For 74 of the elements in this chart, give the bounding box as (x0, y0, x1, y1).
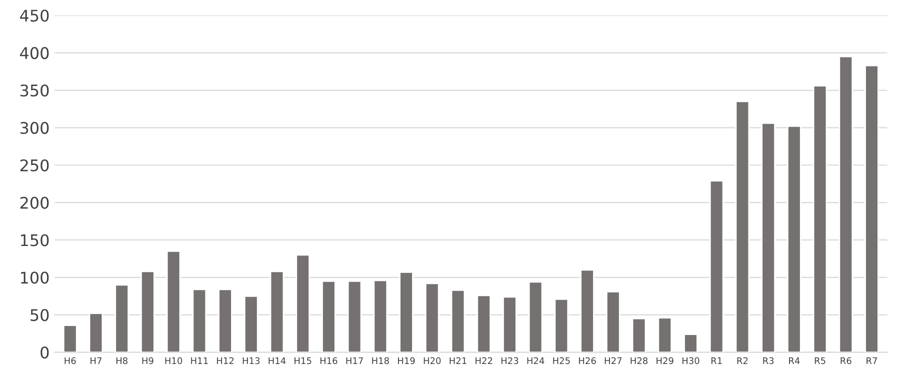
x-tick-label: R3 (763, 357, 774, 364)
x-tick-label: H22 (476, 357, 492, 364)
x-tick-label: H11 (191, 357, 208, 364)
y-tick-label: 50 (30, 309, 49, 322)
bar (244, 295, 258, 352)
bar (761, 122, 776, 352)
x-tick-label: R7 (866, 357, 877, 364)
bar (787, 126, 802, 352)
y-tick-label: 300 (20, 122, 49, 134)
x-tick-label: H18 (372, 357, 389, 364)
y-tick-label: 450 (20, 10, 49, 22)
bar (684, 334, 698, 352)
bar (709, 180, 724, 352)
bar (399, 271, 414, 352)
y-tick-label: 0 (40, 346, 49, 359)
x-tick-label: H6 (64, 357, 76, 364)
x-tick-label: H10 (165, 357, 182, 364)
bar (812, 85, 828, 352)
bar (476, 294, 492, 352)
x-tick-label: H15 (294, 357, 312, 364)
x-tick-label: H21 (450, 357, 466, 364)
x-tick-label: H27 (604, 357, 622, 364)
y-tick-label: 200 (20, 196, 49, 209)
x-tick-label: H20 (424, 357, 441, 364)
y-tick-label: 100 (21, 272, 49, 284)
x-tick-label: H25 (553, 357, 570, 364)
bar (192, 288, 207, 352)
x-tick-label: H29 (656, 357, 674, 364)
x-tick-label: R1 (711, 357, 722, 364)
x-tick-label: H17 (346, 357, 363, 364)
bar (114, 284, 129, 352)
bar (270, 270, 284, 352)
x-tick-label: R6 (840, 357, 852, 364)
x-tick-label: R5 (814, 357, 826, 364)
x-tick-label: H14 (268, 357, 286, 364)
bar (166, 250, 181, 352)
bar (735, 100, 750, 352)
x-tick-label: H23 (501, 357, 518, 364)
bar (632, 318, 646, 352)
bar (554, 298, 569, 352)
x-tick-label: H19 (398, 357, 415, 364)
x-tick-label: H26 (579, 357, 596, 364)
bar (838, 56, 854, 352)
bar (580, 269, 594, 352)
x-tick-label: H9 (142, 357, 154, 364)
x-tick-label: H24 (527, 357, 544, 364)
bar (140, 270, 155, 352)
bar (88, 312, 104, 352)
x-tick-label: H8 (116, 357, 128, 364)
x-tick-label: H28 (630, 357, 648, 364)
bar (347, 280, 362, 352)
x-tick-label: R2 (737, 357, 748, 364)
y-tick-label: 250 (20, 159, 49, 172)
bar (606, 290, 620, 352)
y-tick-label: 350 (20, 84, 49, 97)
bar (424, 282, 440, 352)
x-tick-label: H30 (682, 357, 700, 364)
bar (322, 280, 336, 352)
x-tick-label: H16 (320, 357, 338, 364)
bar (373, 280, 388, 352)
x-tick-label: H13 (242, 357, 260, 364)
y-tick-label: 400 (20, 47, 49, 60)
bar (502, 296, 517, 352)
bar (658, 317, 672, 352)
bar (218, 288, 232, 352)
bar (62, 324, 78, 352)
bar (864, 64, 879, 352)
bar (296, 254, 310, 352)
bar (528, 281, 543, 352)
y-tick-label: 150 (21, 234, 49, 246)
x-tick-label: H7 (90, 357, 102, 364)
x-tick-label: H12 (217, 357, 234, 364)
x-tick-label: R4 (789, 357, 800, 364)
bar (450, 289, 466, 352)
